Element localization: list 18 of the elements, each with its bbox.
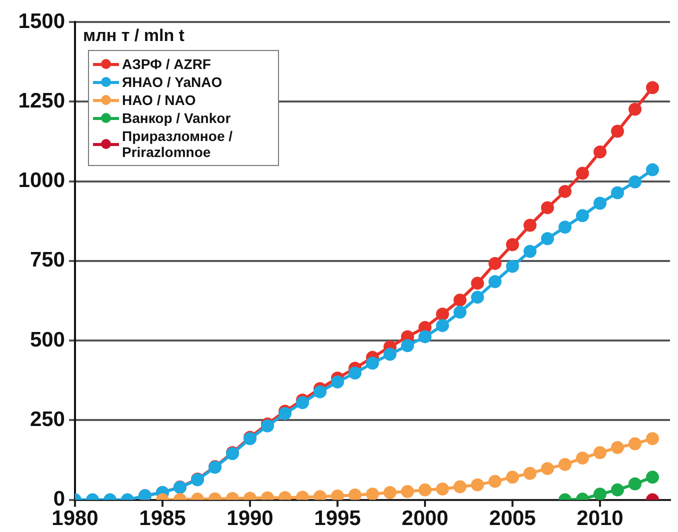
- y-tick-label: 250: [30, 408, 65, 431]
- y-tick-label: 500: [30, 328, 65, 352]
- x-tick-label: 1985: [139, 507, 186, 530]
- x-tick-label: 2010: [576, 507, 624, 530]
- legend-label: ЯНАО / YaNAO: [122, 74, 222, 90]
- x-tick-label: 2005: [489, 507, 536, 530]
- x-tick-label: 2000: [402, 507, 448, 530]
- x-tick-label: 1995: [314, 507, 362, 530]
- y-tick-label: 750: [30, 248, 65, 272]
- legend-label: Приразломное / Prirazlomnoe: [122, 128, 234, 160]
- legend-label: Ванкор / Vankor: [122, 110, 231, 126]
- y-tick-label: 1250: [18, 89, 65, 112]
- legend-label: НАО / NAO: [122, 92, 196, 108]
- y-tick-label: 1500: [18, 10, 65, 33]
- y-axis-title: млн т / mln t: [83, 26, 185, 46]
- legend-label: АЗРФ / AZRF: [122, 56, 211, 72]
- x-tick-label: 1990: [226, 507, 274, 530]
- y-tick-label: 1000: [18, 169, 65, 192]
